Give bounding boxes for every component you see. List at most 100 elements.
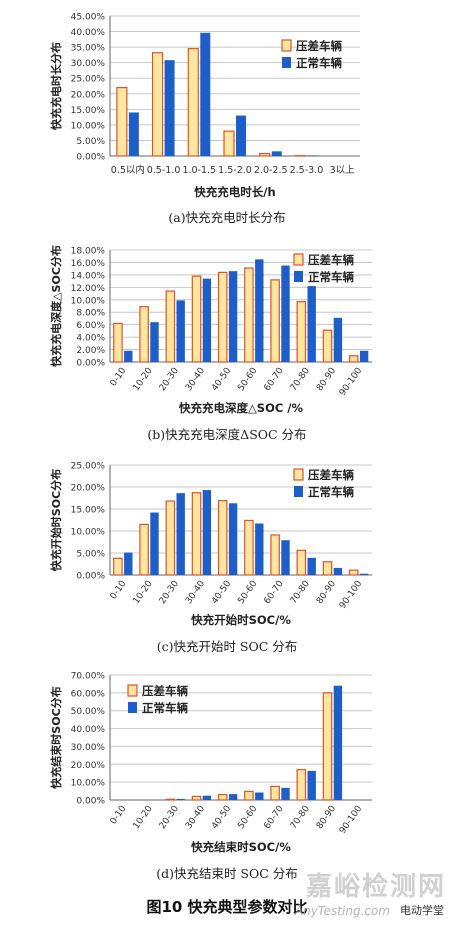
- x-tick-label: 2.5-3.0: [290, 165, 324, 176]
- bar-series-2: [164, 60, 175, 156]
- bar-series-1: [348, 355, 359, 363]
- x-tick-label: 90-100: [338, 804, 365, 836]
- x-tick-label: 80-90: [315, 366, 338, 393]
- bar-series-1: [296, 549, 307, 576]
- x-tick-label: 80-90: [315, 804, 338, 831]
- bar-series-2: [307, 155, 318, 156]
- legend-label: 压差车辆: [308, 468, 354, 482]
- bar-series-2: [255, 259, 264, 362]
- subplot-caption: (a)快充充电时长分布: [168, 210, 285, 225]
- x-tick-label: 40-50: [210, 366, 233, 393]
- y-tick-label: 10.00%: [71, 779, 106, 789]
- y-tick-label: 10.00%: [71, 296, 106, 306]
- y-tick-label: 30.00%: [71, 743, 106, 753]
- y-tick-label: 25.00%: [71, 75, 106, 85]
- watermark-badge: 电动学堂: [400, 904, 444, 917]
- bar-series-1: [270, 534, 280, 576]
- x-tick-label: 10-20: [132, 366, 155, 393]
- x-tick-label: 30-40: [184, 366, 207, 393]
- bar-series-1: [217, 794, 228, 801]
- bar-series-1: [165, 290, 176, 363]
- subplot-caption: (b)快充充电深度ΔSOC 分布: [147, 427, 306, 442]
- y-tick-label: 70.00%: [71, 672, 106, 682]
- bar-series-2: [281, 787, 290, 800]
- y-tick-label: 12.00%: [71, 284, 106, 294]
- y-axis-title: 快充结束时SOC分布: [49, 686, 63, 789]
- bar-series-2: [307, 770, 316, 800]
- y-tick-label: 10.00%: [71, 528, 106, 538]
- x-tick-label: 70-80: [289, 366, 312, 393]
- x-tick-label: 70-80: [289, 804, 312, 831]
- legend-label: 正常车辆: [308, 270, 354, 284]
- bar-series-1: [151, 52, 164, 157]
- legend-label: 正常车辆: [308, 485, 354, 499]
- y-tick-label: 10.00%: [71, 121, 106, 131]
- legend-label: 正常车辆: [296, 56, 342, 70]
- legend-label: 压差车辆: [142, 684, 188, 698]
- x-axis-title: 快充充电时长/h: [193, 185, 275, 199]
- legend-swatch-series-1: [281, 39, 292, 52]
- y-tick-label: 30.00%: [71, 59, 106, 69]
- bar-series-2: [150, 322, 159, 362]
- bar-series-1: [244, 267, 254, 363]
- x-tick-label: 50-60: [236, 366, 259, 393]
- bar-series-2: [333, 685, 343, 800]
- y-tick-label: 40.00%: [71, 28, 106, 38]
- y-tick-label: 15.00%: [71, 106, 106, 116]
- legend-swatch-series-2: [128, 702, 137, 713]
- x-axis-title: 快充开始时SOC/%: [190, 613, 291, 627]
- x-tick-label: 0-10: [109, 579, 129, 602]
- legend-label: 压差车辆: [296, 39, 342, 53]
- bar-series-2: [202, 490, 212, 575]
- y-tick-label: 15.00%: [71, 506, 106, 516]
- bar-series-1: [217, 500, 228, 576]
- y-tick-label: 20.00%: [71, 761, 106, 771]
- legend-swatch-series-2: [294, 486, 303, 497]
- bar-series-2: [228, 503, 238, 575]
- x-tick-label: 0-10: [109, 804, 129, 827]
- bar-series-2: [176, 798, 185, 800]
- bar-series-2: [333, 317, 343, 362]
- x-tick-label: 20-30: [158, 579, 181, 606]
- bar-series-1: [322, 561, 333, 576]
- y-tick-label: 20.00%: [71, 90, 106, 100]
- x-tick-label: 80-90: [315, 579, 338, 606]
- figure-caption: 图10 快充典型参数对比: [146, 898, 308, 916]
- x-tick-label: 10-20: [132, 804, 155, 831]
- bar-series-1: [322, 329, 333, 363]
- x-tick-label: 20-30: [158, 804, 181, 831]
- y-tick-label: 5.00%: [76, 550, 105, 560]
- x-tick-label: 0.5-1.0: [147, 165, 181, 176]
- y-tick-label: 0.00%: [76, 153, 105, 163]
- bar-series-1: [217, 271, 228, 363]
- y-tick-label: 16.00%: [71, 259, 106, 269]
- bar-series-1: [165, 500, 176, 576]
- y-tick-label: 60.00%: [71, 689, 106, 699]
- bar-series-2: [228, 794, 238, 800]
- y-axis-title: 快充充电深度△SOC分布: [49, 245, 63, 368]
- subplot-caption: (c)快充开始时 SOC 分布: [157, 639, 298, 654]
- bar-series-2: [359, 573, 369, 575]
- y-tick-label: 2.00%: [76, 346, 105, 356]
- x-tick-label: 30-40: [184, 579, 207, 606]
- x-tick-label: 3以上: [330, 165, 356, 176]
- y-tick-label: 0.00%: [76, 572, 105, 582]
- bar-series-2: [255, 523, 264, 575]
- x-tick-label: 50-60: [236, 804, 259, 831]
- bar-series-2: [236, 115, 246, 156]
- bar-series-2: [281, 265, 290, 362]
- bar-series-1: [244, 519, 254, 576]
- y-tick-label: 0.00%: [76, 797, 105, 807]
- bar-series-1: [191, 275, 202, 363]
- watermark-sub-text: AnyTesting.com: [294, 904, 390, 918]
- y-tick-label: 5.00%: [76, 137, 105, 147]
- legend-label: 压差车辆: [308, 253, 354, 267]
- bar-series-1: [270, 279, 280, 363]
- x-tick-label: 60-70: [263, 366, 286, 393]
- bar-series-2: [359, 350, 369, 362]
- legend-swatch-series-1: [127, 684, 138, 697]
- bar-series-2: [281, 540, 290, 575]
- bar-series-2: [128, 112, 139, 156]
- subplot-caption: (d)快充结束时 SOC 分布: [156, 866, 298, 881]
